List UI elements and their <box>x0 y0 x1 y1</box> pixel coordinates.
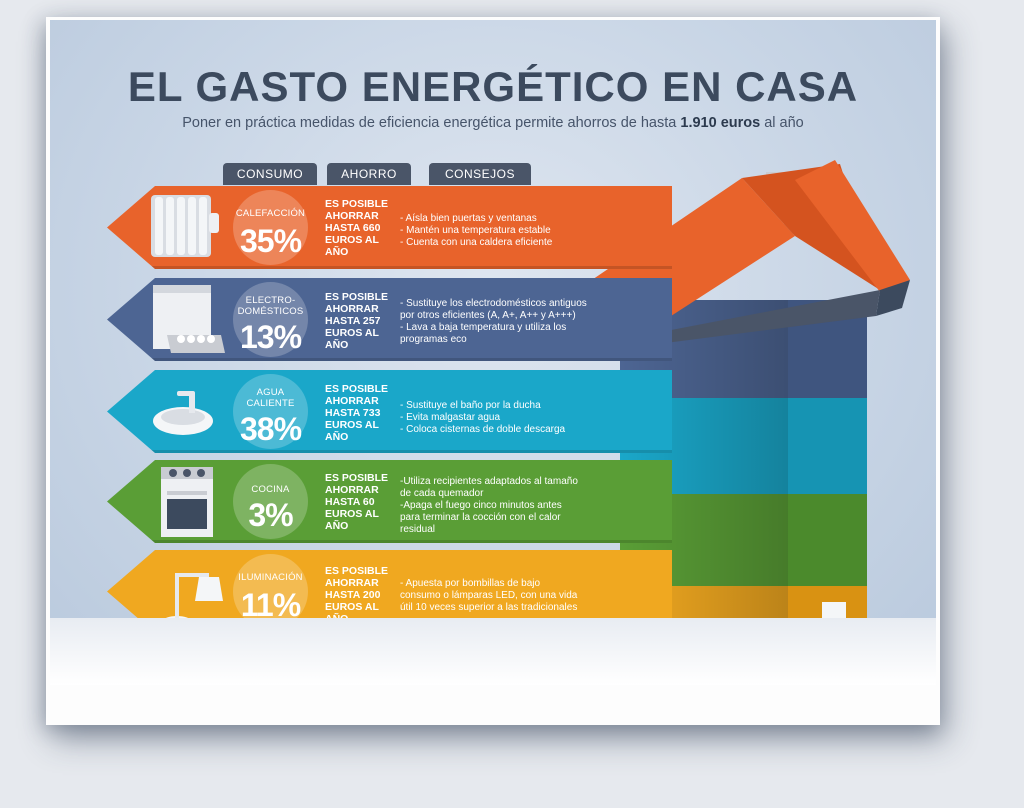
savings-text: ES POSIBLE AHORRAR HASTA 257 EUROS AL AÑ… <box>325 291 395 351</box>
savings-line: AHORRAR <box>325 395 379 407</box>
subtitle-prefix: Poner en práctica medidas de eficiencia … <box>182 115 681 131</box>
savings-line: AHORRAR <box>325 303 379 315</box>
row-agua-caliente: AGUA CALIENTE 38% ES POSIBLE AHORRAR HAS… <box>107 370 672 453</box>
category-line: ELECTRO- <box>245 295 296 306</box>
category-line: CALEFACCIÓN <box>235 208 306 219</box>
circle-electrodomesticos: ELECTRO- DOMÉSTICOS 13% <box>233 282 308 357</box>
category-label: ELECTRO- DOMÉSTICOS <box>233 295 308 317</box>
savings-line: ES POSIBLE <box>325 472 389 484</box>
savings-line: ES POSIBLE <box>325 291 389 303</box>
tip-line: consumo o lámparas LED, con una vida <box>400 590 578 601</box>
tip-line: - Coloca cisternas de doble descarga <box>400 424 566 435</box>
percent-value: 3% <box>248 497 293 533</box>
savings-text: ES POSIBLE AHORRAR HASTA 60 EUROS AL AÑO <box>325 472 395 532</box>
category-line: AGUA <box>256 387 285 398</box>
circle-agua: AGUA CALIENTE 38% <box>233 374 308 449</box>
subtitle: Poner en práctica medidas de eficiencia … <box>50 115 936 131</box>
tip-line: -Apaga el fuego cinco minutos antes <box>400 500 562 511</box>
tips-text: - Sustituye el baño por la ducha - Evita… <box>400 400 665 436</box>
savings-line: AÑO <box>325 246 349 258</box>
tip-line: para terminar la cocción con el calor <box>400 512 561 523</box>
tab-consejos: CONSEJOS <box>429 163 531 185</box>
percent-value: 38% <box>239 411 302 447</box>
radiator-icon <box>151 195 219 257</box>
savings-line: AÑO <box>325 339 349 351</box>
subtitle-suffix: al año <box>760 115 804 131</box>
tips-text: - Apuesta por bombillas de bajo consumo … <box>400 578 665 614</box>
category-label: ILUMINACIÓN <box>233 572 308 583</box>
savings-text: ES POSIBLE AHORRAR HASTA 200 EUROS AL AÑ… <box>325 565 395 625</box>
savings-line: AHORRAR <box>325 484 379 496</box>
category-line: ILUMINACIÓN <box>238 572 303 583</box>
savings-line: EUROS AL <box>325 601 379 613</box>
row-calefaccion: CALEFACCIÓN 35% ES POSIBLE AHORRAR HASTA… <box>107 186 672 269</box>
tip-line: - Evita malgastar agua <box>400 412 501 423</box>
category-line: COCINA <box>251 484 290 495</box>
row-electrodomesticos: ELECTRO- DOMÉSTICOS 13% ES POSIBLE AHORR… <box>107 278 672 361</box>
tip-line: - Sustituye los electrodomésticos antigu… <box>400 298 587 309</box>
dishwasher-icon <box>153 285 225 353</box>
tip-line: - Lava a baja temperatura y utiliza los <box>400 322 567 333</box>
category-label: AGUA CALIENTE <box>233 387 308 409</box>
category-line: CALIENTE <box>246 398 295 409</box>
tip-line: programas eco <box>400 334 467 345</box>
savings-line: AHORRAR <box>325 577 379 589</box>
savings-line: AHORRAR <box>325 210 379 222</box>
savings-text: ES POSIBLE AHORRAR HASTA 660 EUROS AL AÑ… <box>325 198 395 258</box>
savings-line: ES POSIBLE <box>325 565 389 577</box>
tips-text: -Utiliza recipientes adaptados al tamaño… <box>400 476 665 536</box>
tip-line: -Utiliza recipientes adaptados al tamaño <box>400 476 578 487</box>
savings-line: ES POSIBLE <box>325 383 389 395</box>
savings-text: ES POSIBLE AHORRAR HASTA 733 EUROS AL AÑ… <box>325 383 395 443</box>
ground-strip <box>50 618 936 685</box>
tip-line: por otros eficientes (A, A+, A++ y A+++) <box>400 310 576 321</box>
savings-line: EUROS AL <box>325 234 379 246</box>
category-label: CALEFACCIÓN <box>233 208 308 219</box>
savings-line: HASTA 733 <box>325 407 381 419</box>
tip-line: de cada quemador <box>400 488 484 499</box>
tip-line: - Aísla bien puertas y ventanas <box>400 213 537 224</box>
page-title: EL GASTO ENERGÉTICO EN CASA <box>127 63 859 110</box>
percent-value: 11% <box>240 587 301 623</box>
tip-line: - Mantén una temperatura estable <box>400 225 551 236</box>
category-label: COCINA <box>233 484 308 495</box>
tip-line: útil 10 veces superior a las tradicional… <box>400 602 578 613</box>
circle-iluminacion: ILUMINACIÓN 11% <box>233 554 308 629</box>
savings-line: HASTA 660 <box>325 222 381 234</box>
savings-line: AÑO <box>325 431 349 443</box>
category-line: DOMÉSTICOS <box>237 306 304 317</box>
tip-line: - Apuesta por bombillas de bajo <box>400 578 541 589</box>
tab-consumo: CONSUMO <box>223 163 317 185</box>
row-cocina: COCINA 3% ES POSIBLE AHORRAR HASTA 60 EU… <box>107 460 672 543</box>
tip-line: residual <box>400 524 436 535</box>
infographic: EL GASTO ENERGÉTICO EN CASA Poner en prá… <box>50 20 936 685</box>
savings-line: EUROS AL <box>325 327 379 339</box>
tip-line: - Cuenta con una caldera eficiente <box>400 237 553 248</box>
circle-cocina: COCINA 3% <box>233 464 308 539</box>
savings-line: ES POSIBLE <box>325 198 389 210</box>
sink-icon <box>153 391 213 435</box>
tip-line: - Sustituye el baño por la ducha <box>400 400 541 411</box>
savings-line: HASTA 200 <box>325 589 381 601</box>
savings-line: HASTA 257 <box>325 315 381 327</box>
percent-value: 13% <box>239 319 302 355</box>
circle-calefaccion: CALEFACCIÓN 35% <box>233 190 308 265</box>
percent-value: 35% <box>239 223 302 259</box>
tab-ahorro: AHORRO <box>327 163 411 185</box>
savings-line: EUROS AL <box>325 508 379 520</box>
tips-text: - Sustituye los electrodomésticos antigu… <box>400 298 665 346</box>
savings-line: EUROS AL <box>325 419 379 431</box>
savings-line: AÑO <box>325 520 349 532</box>
subtitle-highlight: 1.910 euros <box>680 115 761 131</box>
stove-icon <box>161 467 213 537</box>
tips-text: - Aísla bien puertas y ventanas - Mantén… <box>400 213 665 249</box>
savings-line: HASTA 60 <box>325 496 375 508</box>
